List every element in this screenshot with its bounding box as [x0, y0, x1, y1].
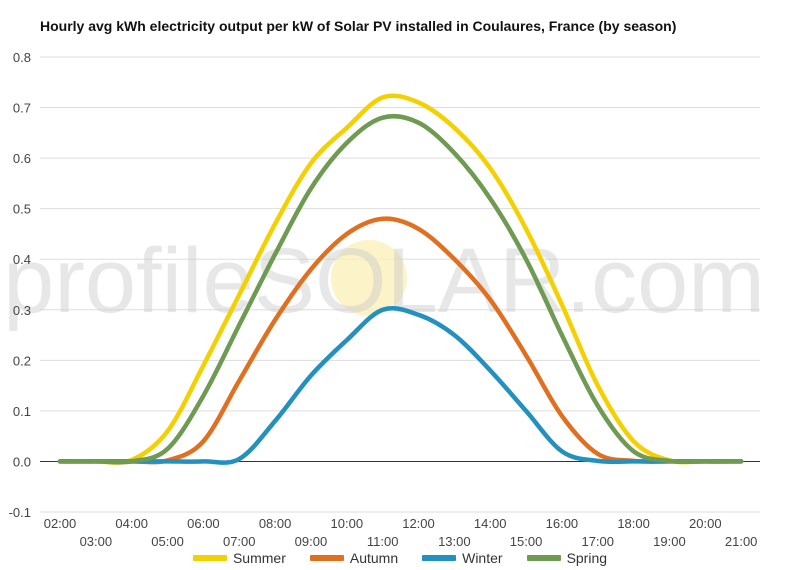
legend-item-winter[interactable]: Winter	[422, 550, 503, 566]
legend-swatch	[526, 555, 561, 561]
y-axis-ticks: -0.1 0.0 0.1 0.2 0.3 0.4 0.5 0.6 0.7 0.8	[9, 50, 31, 520]
x-tick-label: 18:00	[617, 516, 650, 531]
y-tick-label: 0.5	[13, 202, 31, 217]
chart-legend: Summer Autumn Winter Spring	[0, 550, 800, 566]
x-tick-label: 11:00	[367, 534, 399, 549]
x-tick-label: 14:00	[474, 516, 507, 531]
y-tick-label: 0.0	[13, 454, 31, 469]
x-tick-label: 09:00	[295, 534, 328, 549]
y-tick-label: 0.8	[13, 50, 31, 65]
y-tick-label: 0.1	[13, 404, 31, 419]
x-tick-label: 19:00	[653, 534, 686, 549]
y-tick-label: -0.1	[9, 505, 31, 520]
x-tick-label: 05:00	[151, 534, 184, 549]
legend-swatch	[192, 555, 227, 561]
x-tick-label: 06:00	[187, 516, 220, 531]
series-line-winter	[57, 305, 744, 465]
x-tick-label: 13:00	[438, 534, 471, 549]
legend-item-spring[interactable]: Spring	[526, 550, 608, 566]
x-tick-label: 15:00	[510, 534, 543, 549]
legend-label: Spring	[566, 550, 608, 566]
y-tick-label: 0.7	[13, 101, 31, 116]
x-tick-label: 12:00	[402, 516, 435, 531]
legend-label: Autumn	[349, 550, 399, 566]
x-tick-label: 21:00	[725, 534, 758, 549]
y-tick-label: 0.3	[13, 303, 31, 318]
y-tick-label: 0.2	[13, 353, 31, 368]
legend-item-summer[interactable]: Summer	[192, 550, 286, 566]
x-tick-label: 16:00	[546, 516, 579, 531]
chart-title: Hourly avg kWh electricity output per kW…	[40, 18, 677, 34]
x-tick-label: 10:00	[331, 516, 364, 531]
x-tick-label: 20:00	[689, 516, 722, 531]
x-tick-label: 07:00	[223, 534, 256, 549]
x-tick-label: 02:00	[44, 516, 77, 531]
legend-swatch	[422, 555, 457, 561]
legend-item-autumn[interactable]: Autumn	[309, 550, 399, 566]
x-tick-label: 17:00	[581, 534, 614, 549]
legend-label: Summer	[232, 550, 286, 566]
watermark-sun	[331, 240, 407, 316]
legend-swatch	[309, 555, 344, 561]
x-axis-ticks: 02:00 04:00 06:00 08:00 10:00 12:00 14:00 16:00…	[44, 516, 758, 549]
series-line-spring	[57, 113, 744, 465]
x-tick-label: 04:00	[115, 516, 148, 531]
y-tick-label: 0.6	[13, 151, 31, 166]
y-tick-label: 0.4	[13, 252, 31, 267]
watermark-text: profileSOLAR.com	[3, 230, 765, 332]
x-tick-label: 03:00	[80, 534, 113, 549]
legend-label: Winter	[462, 550, 503, 566]
series-line-summer	[57, 93, 744, 465]
watermark: profileSOLAR.com	[3, 230, 765, 332]
series-lines	[57, 93, 744, 465]
x-tick-label: 08:00	[259, 516, 292, 531]
